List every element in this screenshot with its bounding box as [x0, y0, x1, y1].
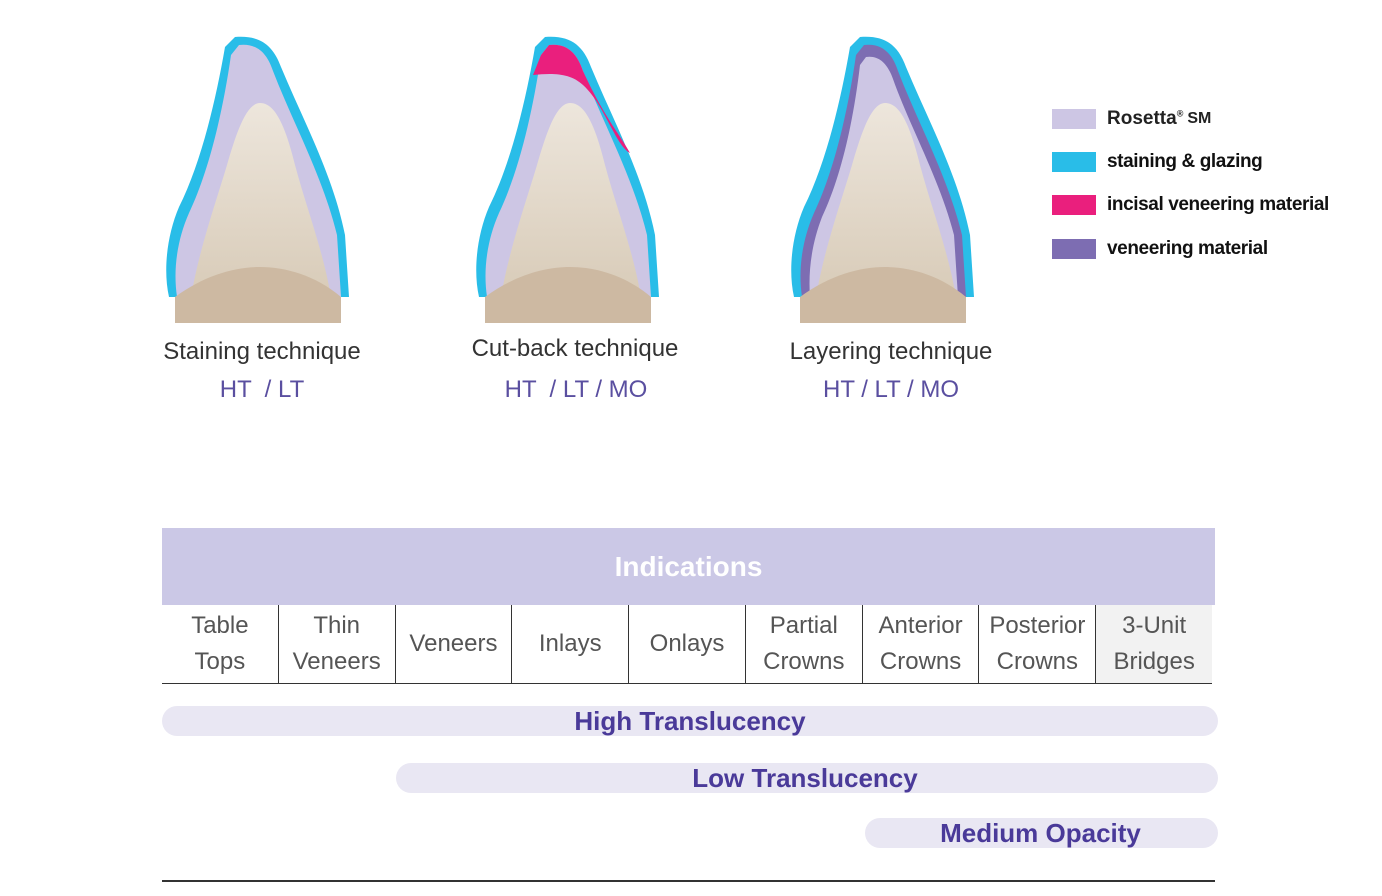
legend-swatch	[1052, 152, 1096, 172]
indication-column: Inlays	[511, 605, 628, 683]
column-label: Bridges	[1113, 648, 1195, 675]
indication-columns: Table Tops Thin Veneers Veneers Inlays Onlays P…	[162, 605, 1213, 684]
band: Low Translucency	[396, 763, 1218, 793]
tooth-staining	[166, 36, 349, 323]
legend-swatch	[1052, 239, 1096, 259]
technique-name: Cut-back technique	[471, 335, 679, 362]
column-label: Tops	[194, 648, 246, 675]
table-title: Indications	[162, 528, 1215, 605]
indication-column: Thin Veneers	[277, 605, 395, 683]
column-label: Crowns	[996, 648, 1079, 675]
indication-column: Onlays	[628, 605, 745, 683]
indication-column: Veneers	[394, 605, 512, 683]
column-label: Partial	[769, 612, 838, 639]
legend-swatch	[1052, 195, 1096, 215]
column-label: Crowns	[763, 648, 845, 675]
teeth-illustration	[166, 36, 974, 323]
band-label: Medium Opacity	[940, 818, 1141, 848]
brand-mark: ®	[1176, 108, 1184, 119]
technique-materials: HT / LT	[219, 376, 305, 403]
legend-item: Rosetta® SM	[1052, 108, 1211, 130]
indication-column: 3-Unit Bridges	[1095, 605, 1213, 683]
band: Medium Opacity	[865, 818, 1218, 848]
brand-suffix: SM	[1187, 110, 1212, 127]
tooth-cutback	[476, 36, 659, 323]
legend-item: incisal veneering material	[1052, 194, 1329, 216]
legend-swatch	[1052, 109, 1096, 129]
band-label: High Translucency	[574, 706, 806, 736]
band-label: Low Translucency	[692, 763, 918, 793]
band: High Translucency	[162, 706, 1218, 736]
column-label: Thin	[313, 612, 361, 639]
bottom-rule	[162, 880, 1215, 882]
brand-text: Rosetta	[1107, 108, 1177, 129]
tooth-layering	[791, 36, 974, 323]
column-label: Veneers	[292, 648, 381, 675]
technique-materials: HT / LT / MO	[504, 376, 648, 403]
indication-column: Partial Crowns	[744, 605, 862, 683]
legend-label: incisal veneering material	[1107, 194, 1329, 215]
indication-column: Posterior Crowns	[978, 605, 1095, 683]
column-label: Onlays	[649, 630, 725, 657]
column-label: Anterior	[878, 612, 963, 639]
technique-materials: HT / LT / MO	[822, 376, 960, 403]
technique-name: Layering technique	[789, 338, 993, 365]
legend-item: staining & glazing	[1052, 151, 1263, 173]
indication-column: Anterior Crowns	[861, 605, 979, 683]
column-label: Posterior	[989, 612, 1086, 639]
legend-item: veneering material	[1052, 238, 1268, 260]
brand-name: Rosetta®	[1107, 108, 1183, 130]
indication-column: Table Tops	[162, 605, 278, 683]
legend-label: veneering material	[1107, 238, 1268, 259]
column-label: 3-Unit	[1122, 612, 1187, 639]
legend-label: staining & glazing	[1107, 151, 1263, 172]
column-label: Inlays	[538, 630, 602, 657]
column-label: Veneers	[409, 630, 498, 657]
technique-name: Staining technique	[163, 338, 361, 365]
column-label: Table	[191, 612, 249, 639]
column-label: Crowns	[879, 648, 962, 675]
